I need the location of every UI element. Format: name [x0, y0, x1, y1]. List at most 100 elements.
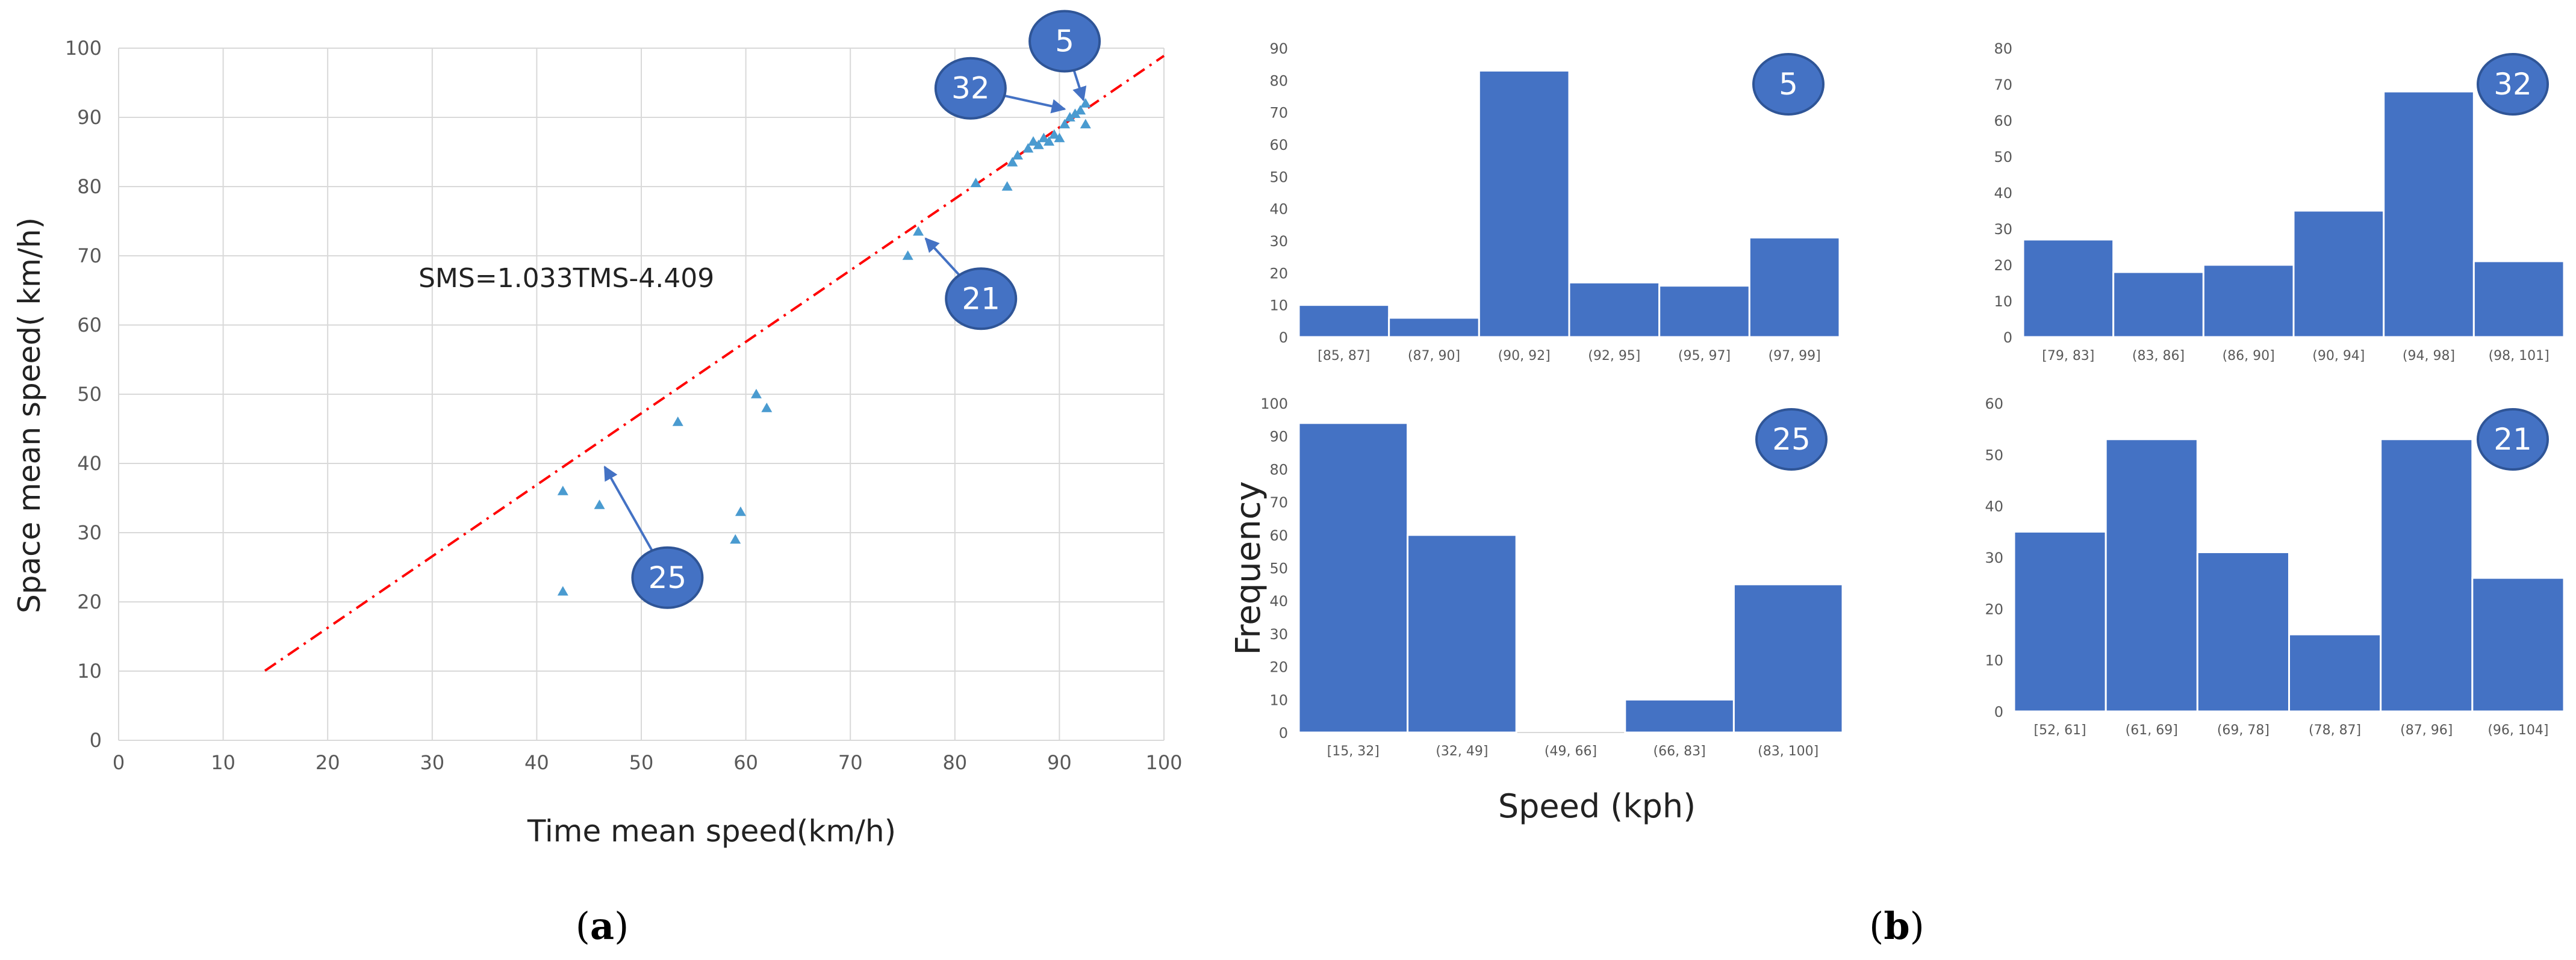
histogram-bar — [2471, 577, 2565, 713]
histogram-badge — [2477, 408, 2549, 471]
histogram-y-tick-label: 20 — [1985, 601, 2003, 618]
scatter-point — [1080, 119, 1091, 129]
scatter-y-tick-label: 70 — [77, 244, 102, 267]
scatter-y-tick-label: 10 — [77, 660, 102, 683]
histogram-y-tick-label: 50 — [1269, 169, 1288, 185]
histogram-category-label: [85, 87] — [1318, 348, 1370, 364]
histogram-bar — [1658, 285, 1750, 338]
scatter-x-tick-label: 80 — [942, 751, 967, 774]
histogram-y-tick-label: 20 — [1994, 257, 2012, 274]
histogram-category-label: [52, 61] — [2034, 723, 2086, 738]
scatter-y-tick-label: 50 — [77, 383, 102, 406]
histogram-category-label: (94, 98] — [2403, 348, 2455, 364]
histogram-y-tick-label: 10 — [1269, 692, 1288, 708]
scatter-point — [1048, 129, 1060, 139]
scatter-y-tick-label: 30 — [77, 521, 102, 544]
scatter-panel: 0 10 20 30 40 50 60 70 80 90 100 0 10 20 30 40 50 60 70 80 9… — [12, 10, 1183, 849]
histogram-y-tick-label: 40 — [1994, 185, 2012, 202]
scatter-x-tick-label: 20 — [316, 751, 340, 774]
histogram-bar — [2472, 260, 2565, 338]
histogram-bar — [2013, 530, 2107, 713]
histogram-y-tick-label: 60 — [1985, 395, 2003, 412]
histogram-category-label: (78, 87] — [2309, 723, 2361, 738]
scatter-x-tick-label: 10 — [211, 751, 235, 774]
scatter-y-tick-label: 80 — [77, 175, 102, 198]
scatter-y-tick-label: 0 — [90, 729, 102, 752]
scatter-x-tick-label: 60 — [733, 751, 758, 774]
scatter-point — [730, 534, 741, 544]
histogram-category-label: (90, 92] — [1498, 348, 1551, 364]
histogram-category-label: (66, 83] — [1654, 744, 1706, 759]
histogram-badge-label: 21 — [2494, 422, 2532, 457]
trendline-equation: SMS=1.033TMS-4.409 — [418, 263, 714, 294]
histogram-y-tick-label: 0 — [1279, 329, 1288, 346]
callout-arrow — [1004, 94, 1066, 114]
scatter-point — [1028, 136, 1039, 146]
scatter-point — [1044, 136, 1055, 146]
histogram-y-tick-label: 70 — [1269, 494, 1288, 511]
histogram-badge — [1752, 53, 1825, 116]
callout-bubble — [1028, 10, 1101, 73]
callout-label: 25 — [649, 560, 687, 595]
callout-label: 21 — [962, 281, 1000, 316]
scatter-point — [557, 586, 568, 596]
histogram-badge — [1755, 408, 1828, 471]
histogram-y-tick-label: 100 — [1260, 395, 1288, 412]
histogram-y-tick-label: 80 — [1269, 72, 1288, 89]
histogram-y-tick-label: 40 — [1269, 201, 1288, 218]
histogram-category-label: (83, 86] — [2132, 348, 2185, 364]
scatter-point — [1054, 132, 1065, 143]
histogram-bar — [2202, 264, 2295, 338]
histogram-bar — [2022, 238, 2115, 338]
histogram-badge — [2477, 53, 2549, 116]
histogram-y-tick-label: 30 — [1985, 550, 2003, 566]
scatter-point — [1012, 150, 1023, 159]
scatter-point — [557, 486, 568, 495]
hist-25-chart: 0 10 20 30 40 50 60 70 80 90 100 [15, 32] (32, 49] (4… — [1260, 395, 1844, 759]
histogram-y-tick-label: 30 — [1269, 233, 1288, 250]
histogram-category-label: (92, 95] — [1588, 348, 1640, 364]
hist-5-chart: 0 10 20 30 40 50 60 70 80 90 [85, 87] (87, 90] (90, … — [1269, 40, 1841, 364]
histogram-bar — [1568, 281, 1661, 338]
scatter-callouts: 5 32 21 25 — [603, 10, 1101, 609]
histogram-bar — [2288, 633, 2382, 713]
callout-bubble — [934, 57, 1007, 120]
callout-bubble — [945, 267, 1018, 330]
histogram-y-tick-label: 40 — [1985, 498, 2003, 515]
histogram-bar — [1407, 534, 1517, 734]
histogram-y-tick-label: 80 — [1994, 40, 2012, 57]
scatter-point — [1007, 156, 1018, 167]
histogram-badge-label: 25 — [1772, 422, 1811, 457]
histogram-category-label: (49, 66] — [1545, 744, 1597, 759]
histogram-category-label: (98, 101] — [2489, 348, 2550, 364]
histogram-badge-label: 32 — [2494, 67, 2532, 102]
panel-label-b: (b) — [1869, 904, 1924, 948]
histogram-y-tick-label: 10 — [1994, 293, 2012, 310]
histogram-y-tick-label: 0 — [1279, 725, 1288, 742]
histogram-bar — [1298, 304, 1390, 338]
callout-label: 5 — [1055, 24, 1074, 59]
histogram-category-label: (96, 104] — [2487, 723, 2548, 738]
scatter-x-tick-label: 40 — [524, 751, 549, 774]
scatter-x-tick-label: 0 — [113, 751, 125, 774]
scatter-tick-labels: 0 10 20 30 40 50 60 70 80 90 100 0 10 20 30 40 50 60 70 80 9… — [65, 37, 1183, 774]
histogram-bar — [1748, 237, 1841, 338]
histogram-x-axis-title: Speed (kph) — [1498, 787, 1696, 825]
histogram-bar — [1624, 698, 1735, 734]
callout-bubble — [631, 546, 704, 609]
histogram-bar — [2196, 551, 2290, 713]
histogram-y-tick-label: 10 — [1985, 652, 2003, 669]
histogram-category-label: (69, 78] — [2217, 723, 2270, 738]
histogram-bar — [2105, 438, 2198, 713]
scatter-point — [672, 417, 683, 426]
histogram-y-tick-label: 70 — [1994, 76, 2012, 93]
callout-arrow — [924, 237, 960, 276]
hist-32-chart: 0 10 20 30 40 50 60 70 80 [79, 83] (83, 86] (86, 90… — [1994, 40, 2565, 364]
scatter-y-axis-title: Space mean speed( km/h) — [12, 217, 47, 613]
scatter-point — [970, 178, 982, 187]
histogram-y-axis-title: Frequency — [1229, 481, 1268, 655]
histogram-category-label: (86, 90] — [2223, 348, 2275, 364]
